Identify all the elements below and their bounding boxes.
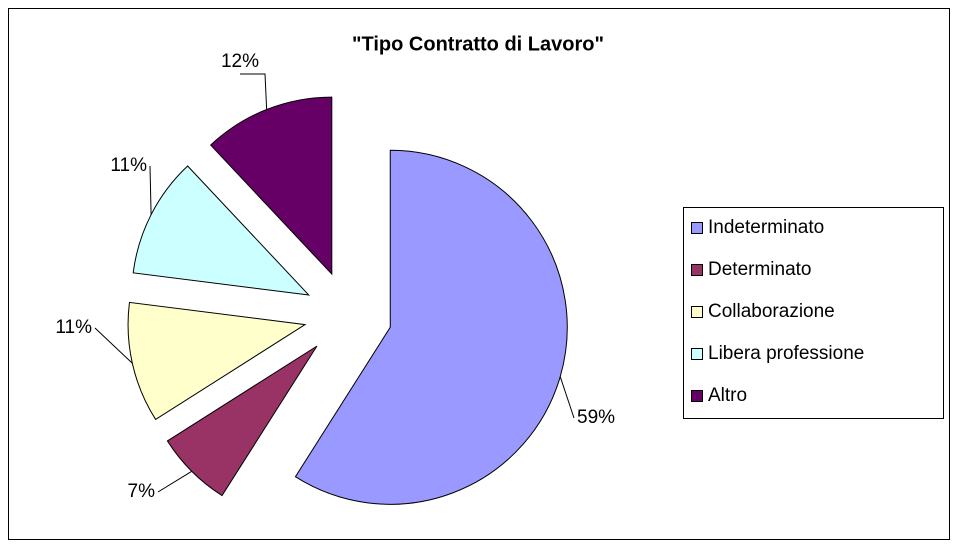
- leader-line: [240, 73, 268, 110]
- data-label: 11%: [55, 317, 92, 338]
- leader-line: [157, 470, 192, 493]
- legend-swatch: [691, 348, 703, 360]
- leader-line: [149, 165, 152, 215]
- legend-label: Collaborazione: [708, 301, 835, 322]
- leader-line: [94, 327, 133, 364]
- legend-box: [683, 207, 944, 419]
- legend-swatch: [691, 222, 703, 234]
- legend-swatch: [691, 264, 703, 276]
- legend-swatch: [691, 306, 703, 318]
- data-label: 11%: [110, 155, 147, 176]
- data-label: 59%: [577, 407, 615, 428]
- legend-label: Indeterminato: [708, 217, 824, 238]
- legend-swatch: [691, 390, 703, 402]
- legend-label: Altro: [708, 385, 747, 406]
- data-label: 7%: [128, 481, 156, 502]
- pie-slice: [209, 96, 333, 276]
- legend-label: Determinato: [708, 259, 812, 280]
- leader-line: [559, 376, 575, 419]
- chart-title: "Tipo Contratto di Lavoro": [352, 33, 604, 55]
- data-label: 12%: [221, 51, 259, 72]
- legend-label: Libera professione: [708, 343, 864, 364]
